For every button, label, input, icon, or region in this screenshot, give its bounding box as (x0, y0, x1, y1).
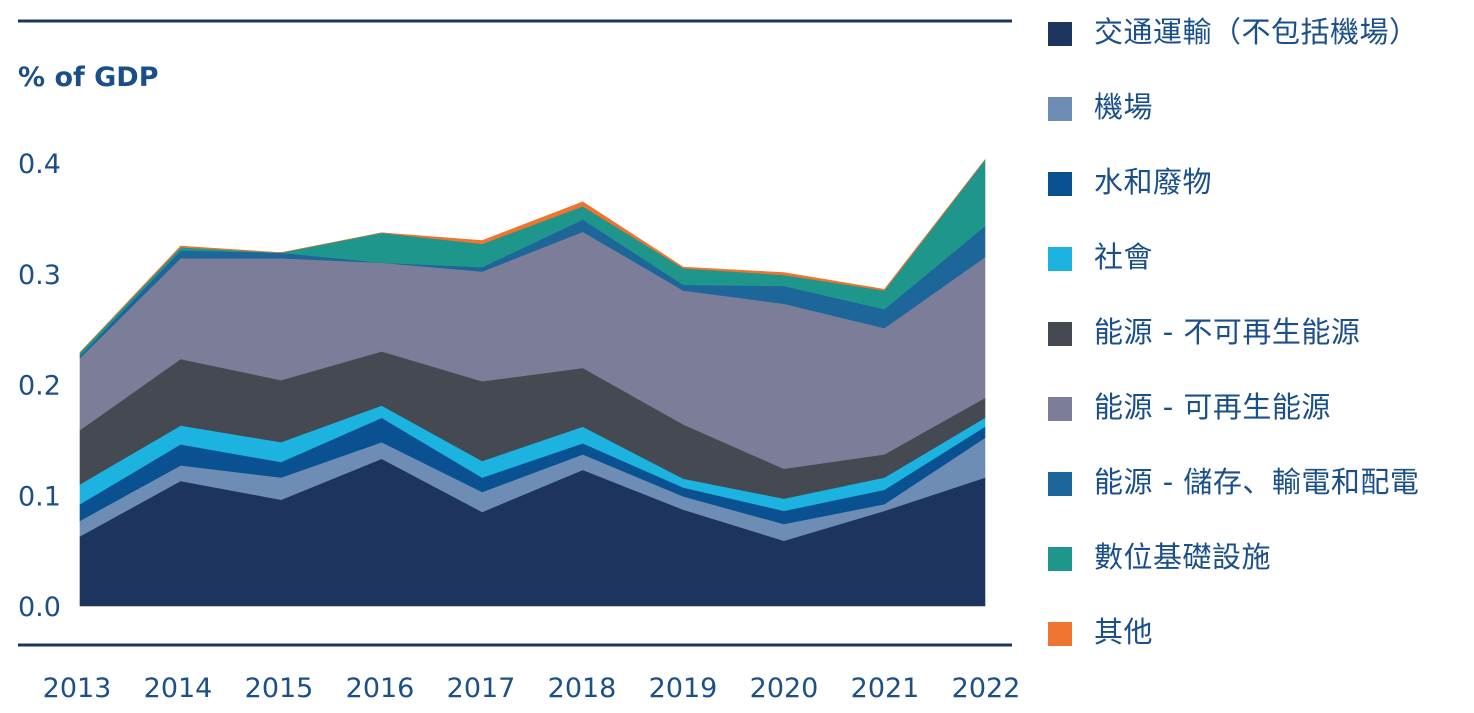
y-tick-label: 0.4 (18, 149, 61, 180)
x-tick-label: 2013 (43, 673, 112, 704)
x-axis-ticks: 2013 2014 2015 2016 2017 2018 2019 2020 2021 2022 (43, 673, 1021, 704)
legend-swatch (1048, 322, 1072, 346)
x-tick-label: 2018 (548, 673, 617, 704)
y-tick-label: 0.0 (18, 592, 61, 623)
y-tick-label: 0.3 (18, 260, 61, 291)
legend-swatch (1048, 97, 1072, 121)
legend-label: 能源 - 不可再生能源 (1094, 315, 1361, 349)
y-tick-label: 0.2 (18, 371, 61, 402)
legend-item: 能源 - 可再生能源 (1048, 385, 1331, 425)
legend-item: 機場 (1048, 85, 1153, 125)
legend-item: 社會 (1048, 235, 1153, 275)
legend-swatch (1048, 22, 1072, 46)
x-tick-label: 2017 (447, 673, 516, 704)
x-tick-label: 2014 (144, 673, 213, 704)
legend-item: 數位基礎設施 (1048, 535, 1271, 575)
area-series-8 (79, 159, 986, 353)
legend-item: 水和廢物 (1048, 160, 1212, 200)
legend-item: 能源 - 儲存、輸電和配電 (1048, 460, 1419, 500)
legend-item: 交通運輸（不包括機場） (1048, 10, 1419, 50)
legend-label: 能源 - 可再生能源 (1094, 390, 1331, 424)
x-tick-label: 2020 (750, 673, 819, 704)
legend-label: 交通運輸（不包括機場） (1094, 15, 1419, 49)
legend-label: 水和廢物 (1094, 165, 1213, 199)
x-tick-label: 2021 (851, 673, 920, 704)
x-tick-label: 2015 (245, 673, 314, 704)
legend-swatch (1048, 247, 1072, 271)
y-tick-label: 0.1 (18, 481, 61, 512)
legend-label: 機場 (1094, 90, 1154, 124)
legend-swatch (1048, 547, 1072, 571)
y-axis-ticks: 0.0 0.1 0.2 0.3 0.4 (18, 149, 61, 623)
x-tick-label: 2019 (649, 673, 718, 704)
legend-item: 其他 (1048, 610, 1153, 650)
legend-swatch (1048, 622, 1072, 646)
legend-label: 社會 (1094, 240, 1154, 274)
legend-swatch (1048, 172, 1072, 196)
y-axis-label: % of GDP (18, 62, 159, 93)
legend-item: 能源 - 不可再生能源 (1048, 310, 1360, 350)
x-tick-label: 2016 (346, 673, 415, 704)
legend-swatch (1048, 472, 1072, 496)
legend-label: 數位基礎設施 (1094, 540, 1272, 574)
legend-label: 能源 - 儲存、輸電和配電 (1094, 465, 1420, 499)
legend-swatch (1048, 397, 1072, 421)
legend-label: 其他 (1094, 615, 1154, 649)
area-layers (79, 158, 986, 607)
x-tick-label: 2022 (952, 673, 1021, 704)
